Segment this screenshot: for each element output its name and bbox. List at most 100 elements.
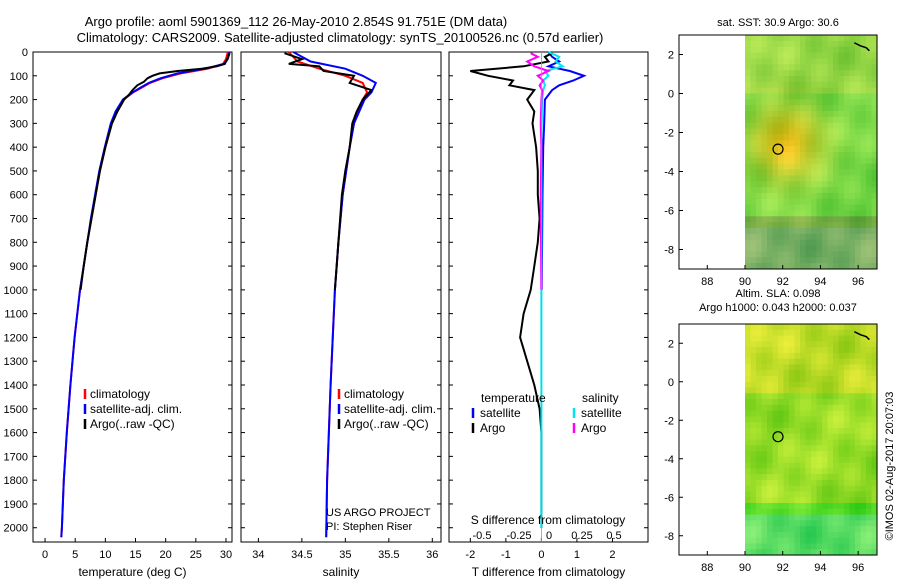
map-cell xyxy=(805,508,812,516)
map-cell xyxy=(783,111,790,118)
map-cell xyxy=(778,439,785,446)
map-cell xyxy=(871,35,878,42)
map-cell xyxy=(794,393,801,400)
map-cell xyxy=(827,140,834,147)
map-cell xyxy=(860,198,867,206)
map-cell xyxy=(822,75,829,83)
map-cell xyxy=(778,341,785,348)
map-cell xyxy=(811,479,818,487)
map-cell xyxy=(822,543,829,550)
map-cell xyxy=(860,40,867,48)
map-cell xyxy=(860,75,867,83)
map-cell xyxy=(750,537,757,545)
map-cell xyxy=(794,216,801,223)
map-x-tick-label: 96 xyxy=(852,562,864,574)
map-cell xyxy=(756,335,763,342)
map-cell xyxy=(756,433,763,441)
map-cell xyxy=(833,263,840,270)
map-cell xyxy=(816,216,823,223)
map-cell xyxy=(838,549,845,556)
map-cell xyxy=(745,549,752,556)
map-cell xyxy=(866,122,873,130)
map-cell xyxy=(789,381,796,389)
map-cell xyxy=(833,111,840,118)
map-cell xyxy=(772,40,779,48)
map-cell xyxy=(789,204,796,211)
map-cell xyxy=(838,451,845,458)
map-cell xyxy=(811,416,818,423)
map-cell xyxy=(767,433,774,441)
map-cell xyxy=(816,257,823,264)
map-cell xyxy=(750,364,757,371)
plot-frame xyxy=(448,51,649,543)
map-cell xyxy=(800,140,807,147)
map-cell xyxy=(772,491,779,498)
map-cell xyxy=(761,520,768,527)
map-cell xyxy=(822,416,829,423)
map-cell xyxy=(849,99,856,106)
map-cell xyxy=(838,122,845,130)
map-cell xyxy=(750,122,757,130)
map-cell xyxy=(811,520,818,527)
map-cell xyxy=(767,157,774,165)
map-cell xyxy=(811,370,818,377)
map-cell xyxy=(794,479,801,487)
map-cell xyxy=(816,549,823,556)
map-cell xyxy=(789,239,796,247)
map-cell xyxy=(844,233,851,241)
map-cell xyxy=(811,263,818,270)
map-cell xyxy=(860,422,867,429)
map-cell xyxy=(778,216,785,223)
series-line-argo-raw-qc- xyxy=(79,52,231,291)
map-cell xyxy=(855,128,862,135)
map-cell xyxy=(761,233,768,241)
map-cell xyxy=(816,192,823,200)
map-cell xyxy=(800,497,807,504)
map-cell xyxy=(855,64,862,71)
map-cell xyxy=(827,175,834,182)
map-cell xyxy=(860,474,867,481)
map-cell xyxy=(855,87,862,95)
map-cell xyxy=(816,134,823,141)
map-cell xyxy=(811,169,818,176)
map-cell xyxy=(844,341,851,348)
map-cell xyxy=(761,433,768,441)
map-cell xyxy=(778,433,785,441)
map-cell xyxy=(844,410,851,417)
map-cell xyxy=(844,393,851,400)
map-cell xyxy=(866,416,873,423)
map-cell xyxy=(761,543,768,550)
map-cell xyxy=(871,537,878,545)
map-cell xyxy=(772,75,779,83)
map-cell xyxy=(855,157,862,165)
map-cell xyxy=(789,399,796,406)
map-cell xyxy=(844,198,851,206)
map-cell xyxy=(871,111,878,118)
map-cell xyxy=(750,128,757,135)
map-cell xyxy=(866,399,873,406)
map-cell xyxy=(811,152,818,159)
map-cell xyxy=(838,228,845,235)
map-cell xyxy=(860,251,867,258)
map-cell xyxy=(871,526,878,533)
map-cell xyxy=(866,64,873,71)
map-cell xyxy=(778,537,785,545)
map-cell xyxy=(756,122,763,130)
map-cell xyxy=(789,439,796,446)
map-cell xyxy=(794,93,801,100)
map-cell xyxy=(871,169,878,176)
map-cell xyxy=(789,427,796,435)
map-cell xyxy=(783,364,790,371)
map-cell xyxy=(750,140,757,147)
map-cell xyxy=(811,335,818,342)
map-cell xyxy=(778,204,785,211)
map-cell xyxy=(767,358,774,365)
map-cell xyxy=(871,198,878,206)
map-cell xyxy=(767,399,774,406)
map-cell xyxy=(805,485,812,493)
map-cell xyxy=(783,122,790,130)
map-cell xyxy=(822,204,829,211)
map-cell xyxy=(794,152,801,159)
map-cell xyxy=(871,251,878,258)
map-cell xyxy=(778,210,785,217)
